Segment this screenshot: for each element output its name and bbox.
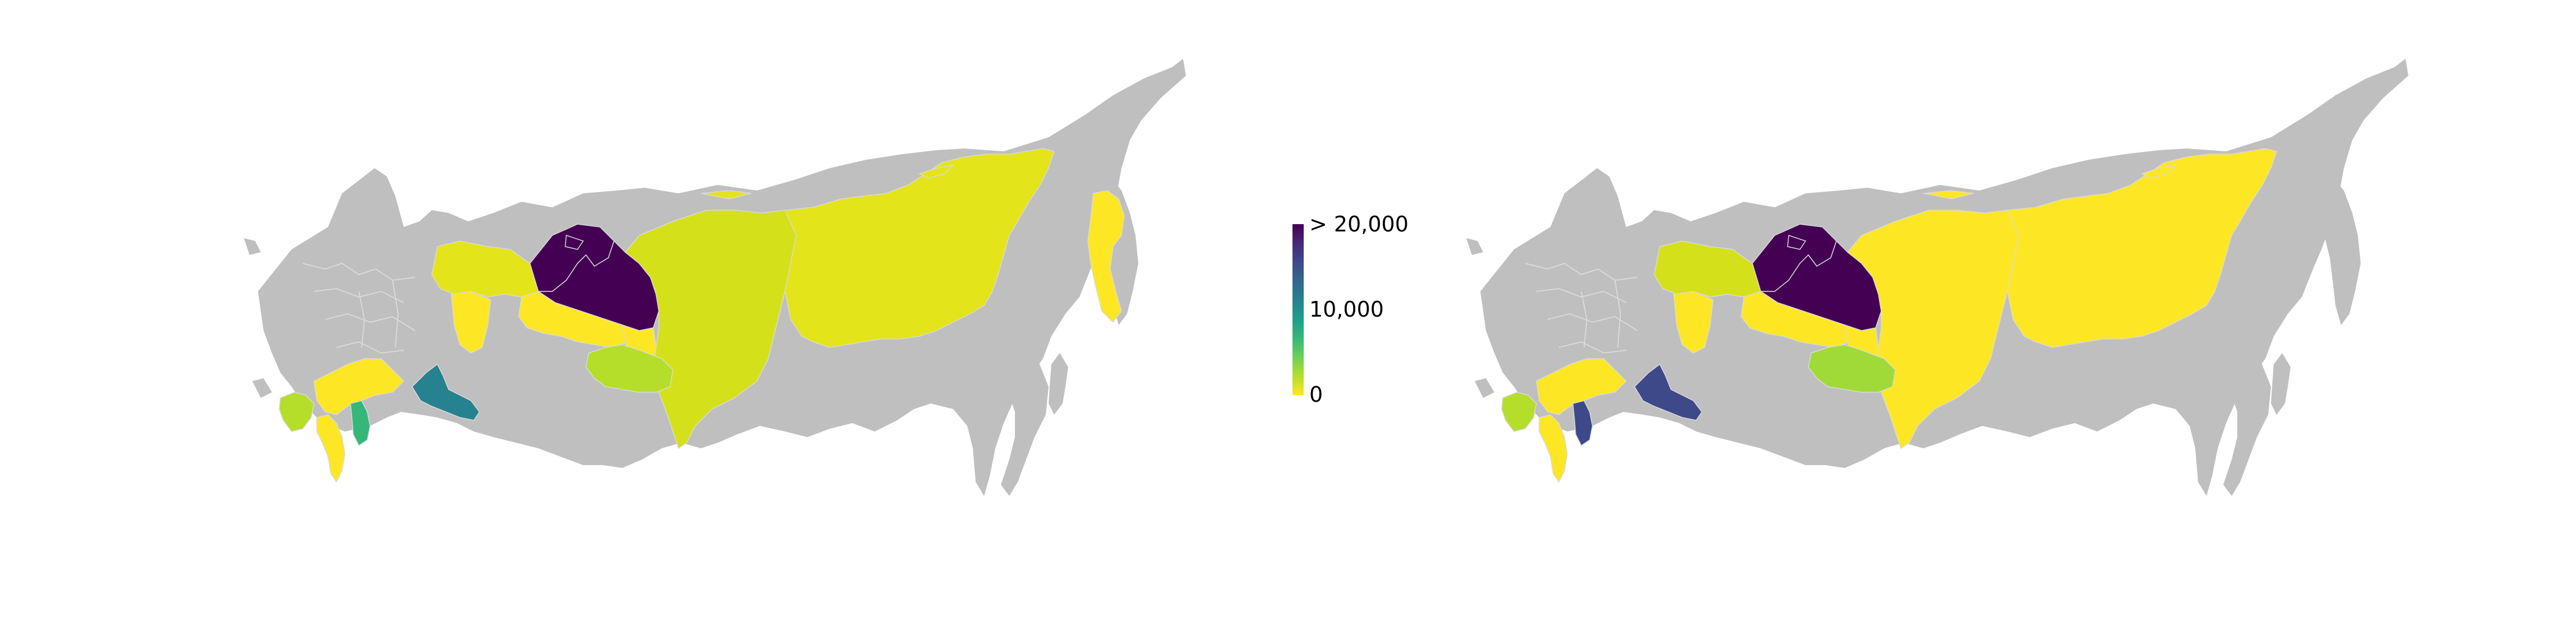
regions-colored — [1501, 148, 2277, 483]
region-krasnoyarsk — [1846, 210, 2022, 449]
region-borders — [1525, 262, 1638, 354]
region-krasnodar — [1501, 392, 1537, 432]
region-komi-south — [1673, 291, 1714, 354]
region-chukotka-kamchatka — [1087, 190, 1125, 323]
region-komi-south — [451, 291, 491, 354]
region-tyumen — [518, 291, 629, 348]
region-tyumen — [1741, 291, 1851, 348]
region-krasnodar — [279, 392, 315, 432]
region-dagestan — [316, 414, 345, 483]
region-nenets-komi — [431, 240, 539, 298]
legend-min-label: 0 — [1309, 382, 1323, 407]
region-sakha-island — [2141, 164, 2177, 179]
region-orenburg — [412, 363, 480, 421]
region-novosibirsk — [585, 344, 673, 393]
colorbar — [1292, 224, 1304, 395]
region-kalmykia — [1572, 400, 1593, 447]
region-borders — [302, 262, 416, 354]
region-kalmykia — [350, 400, 371, 447]
region-novosibirsk — [1808, 344, 1896, 393]
choropleth-map-right — [1466, 59, 2408, 496]
regions-colored — [279, 148, 1125, 483]
region-nenets-komi — [1654, 240, 1761, 298]
legend-max-label: > 20,000 — [1309, 212, 1409, 236]
region-north-island — [700, 190, 752, 200]
choropleth-map-left — [244, 59, 1186, 496]
region-volgograd-astrakhan — [1536, 358, 1627, 415]
region-krasnoyarsk — [624, 210, 800, 449]
color-legend: > 20,000 10,000 0 — [1292, 207, 1461, 409]
coastal-islands — [1923, 164, 2177, 200]
region-orenburg — [1634, 363, 1702, 421]
legend-mid-label: 10,000 — [1309, 297, 1384, 322]
region-volgograd-astrakhan — [313, 358, 405, 415]
region-north-island — [1923, 190, 1974, 200]
region-sakha-island — [918, 164, 955, 179]
region-dagestan — [1539, 414, 1568, 483]
coastal-islands — [700, 164, 955, 200]
